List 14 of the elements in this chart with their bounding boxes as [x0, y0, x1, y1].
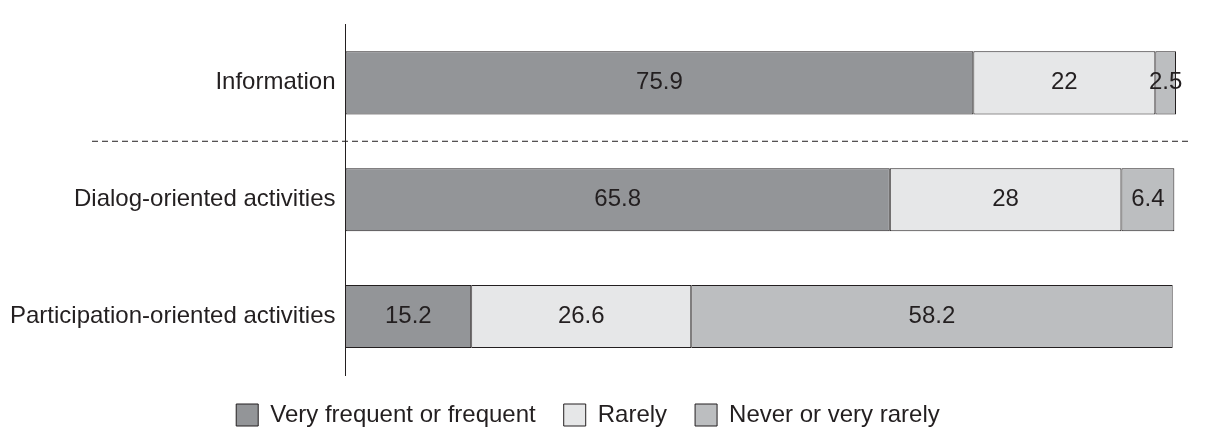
y-tick-label: Participation-oriented activities — [9, 301, 336, 329]
data-label: 28 — [992, 184, 1019, 212]
y-tick-label: Dialog-oriented activities — [74, 184, 336, 212]
data-label: 6.4 — [1131, 184, 1165, 212]
legend-label: Never or very rarely — [729, 399, 940, 427]
data-label: 75.9 — [636, 67, 683, 95]
data-label: 15.2 — [385, 301, 432, 329]
y-tick-label: Information — [215, 67, 336, 95]
data-label: 65.8 — [594, 184, 641, 212]
legend-label: Rarely — [597, 399, 668, 427]
data-label: 22 — [1050, 67, 1078, 95]
legend-label: Very frequent or frequent — [270, 399, 537, 427]
data-label: 26.6 — [557, 301, 605, 329]
data-label: 58.2 — [908, 301, 956, 329]
